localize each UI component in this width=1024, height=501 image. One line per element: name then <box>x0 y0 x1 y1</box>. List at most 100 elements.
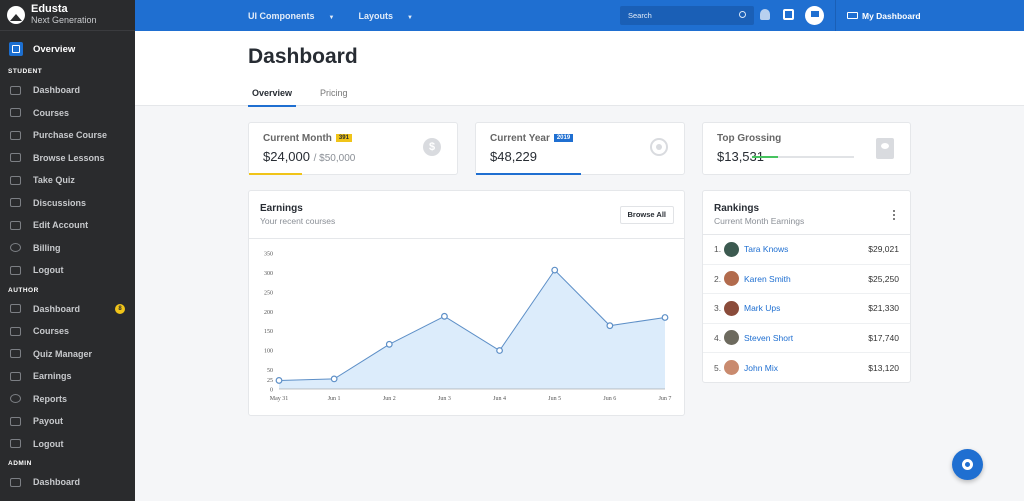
sidebar-item-dashboard[interactable]: Dashboard <box>0 79 135 102</box>
top-grossing-card: Top Grossing $13,531 <box>702 122 911 175</box>
data-point <box>606 322 614 330</box>
current-month-card: Current Month 391 $24,000 / $50,000 $ <box>248 122 458 175</box>
logout-icon <box>10 439 21 449</box>
more-vertical-icon[interactable] <box>893 210 895 220</box>
ranking-name-link[interactable]: John Mix <box>744 362 779 373</box>
x-tick-label: Jun 6 <box>603 396 616 402</box>
logout-icon <box>10 265 21 275</box>
tab-pricing[interactable]: Pricing <box>320 88 348 98</box>
avatar[interactable] <box>724 360 739 376</box>
top-bar: UI Components ▼ Layouts ▼ Search My Dashbo… <box>135 0 1024 31</box>
sidebar-item-browse-lessons[interactable]: Browse Lessons <box>0 147 135 170</box>
sidebar-item-label: Courses <box>33 326 70 337</box>
sidebar-item-label: Take Quiz <box>33 175 75 186</box>
stat-target: / $50,000 <box>313 153 356 164</box>
notification-badge: 8 <box>115 303 125 314</box>
tabs: Overview Pricing <box>248 88 372 107</box>
ranking-row: 5. John Mix $13,120 <box>703 353 910 383</box>
sidebar-item-take-quiz[interactable]: Take Quiz <box>0 169 135 192</box>
cart-icon <box>10 130 21 140</box>
rank-number: 2. <box>714 273 722 284</box>
gear-icon <box>10 220 21 230</box>
ranking-name-link[interactable]: Mark Ups <box>744 303 781 314</box>
ranking-row: 1. Tara Knows $29,021 <box>703 235 910 265</box>
x-tick-label: Jun 7 <box>659 396 672 402</box>
brand-subtitle: Next Generation <box>31 15 97 25</box>
stat-label: Top Grossing <box>717 133 782 144</box>
overview-icon <box>9 42 23 56</box>
section-student: STUDENT <box>8 68 43 75</box>
avatar[interactable] <box>724 241 739 257</box>
payout-icon <box>10 416 21 426</box>
search-input[interactable]: Search <box>620 6 754 25</box>
x-tick-label: Jun 2 <box>383 396 396 402</box>
dashboard-icon <box>10 304 21 314</box>
sidebar-item-logout[interactable]: Logout <box>0 433 135 456</box>
y-tick-label: 25 <box>267 378 273 384</box>
y-tick-label: 300 <box>264 271 273 277</box>
sidebar-item-dashboard[interactable]: Dashboard <box>0 471 135 494</box>
sidebar-item-logout[interactable]: Logout <box>0 259 135 282</box>
sidebar-item-label: Dashboard <box>33 85 81 96</box>
section-admin: ADMIN <box>8 460 32 467</box>
month-accent-bar <box>249 173 302 175</box>
sidebar-item-dashboard[interactable]: Dashboard 8 <box>0 298 135 321</box>
count-tag: 391 <box>335 134 352 143</box>
avatar[interactable] <box>724 330 739 346</box>
ranking-name-link[interactable]: Tara Knows <box>744 244 789 255</box>
sidebar-item-label: Quiz Manager <box>33 348 93 359</box>
bell-icon[interactable] <box>760 9 770 20</box>
stat-value: $24,000 <box>263 149 310 164</box>
x-tick-label: May 31 <box>270 396 289 402</box>
sidebar-item-purchase-course[interactable]: Purchase Course <box>0 124 135 147</box>
stat-value: $13,531 <box>717 149 764 164</box>
my-dashboard-link[interactable]: My Dashboard <box>847 0 921 31</box>
sidebar-item-billing[interactable]: Billing <box>0 237 135 260</box>
stat-label: Current Month <box>263 133 332 144</box>
browse-all-button[interactable]: Browse All <box>619 206 674 224</box>
sidebar-item-courses[interactable]: Courses <box>0 320 135 343</box>
rank-number: 1. <box>714 244 722 255</box>
avatar[interactable] <box>724 271 739 287</box>
calendar-icon[interactable] <box>783 9 794 20</box>
avatar[interactable] <box>724 300 739 316</box>
ranking-amount: $21,330 <box>868 303 899 314</box>
current-year-card: Current Year 2019 $48,229 <box>475 122 685 175</box>
ranking-name-link[interactable]: Karen Smith <box>744 273 791 284</box>
ui-components-menu[interactable]: UI Components ▼ <box>248 10 335 21</box>
page-header: Dashboard Overview Pricing <box>135 31 1024 107</box>
brand[interactable]: Edusta Next Generation <box>0 0 135 31</box>
ranking-name-link[interactable]: Steven Short <box>744 332 794 343</box>
settings-fab-button[interactable] <box>952 449 983 480</box>
sidebar-item-label: Discussions <box>33 197 87 208</box>
sidebar-item-reports[interactable]: Reports <box>0 388 135 411</box>
dashboard-icon <box>10 477 21 487</box>
sidebar-item-quiz-manager[interactable]: Quiz Manager <box>0 343 135 366</box>
sidebar-item-overview[interactable]: Overview <box>0 31 135 67</box>
sidebar-item-discussions[interactable]: Discussions <box>0 192 135 215</box>
flag-icon[interactable] <box>805 6 824 25</box>
rank-number: 3. <box>714 303 722 314</box>
sidebar-item-courses[interactable]: Courses <box>0 102 135 125</box>
y-tick-label: 350 <box>264 252 273 258</box>
ranking-amount: $17,740 <box>868 332 899 343</box>
ranking-row: 2. Karen Smith $25,250 <box>703 265 910 294</box>
search-icon[interactable] <box>739 11 746 18</box>
panel-title: Rankings <box>714 203 760 214</box>
sidebar-item-label: Courses <box>33 107 70 118</box>
contact-icon <box>876 138 894 159</box>
section-author: AUTHOR <box>8 286 39 294</box>
x-tick-label: Jun 5 <box>548 396 561 402</box>
rank-number: 5. <box>714 362 722 373</box>
layouts-menu[interactable]: Layouts ▼ <box>358 10 413 21</box>
panel-subtitle: Your recent courses <box>260 216 336 226</box>
chat-icon <box>10 198 21 208</box>
sidebar-item-payout[interactable]: Payout <box>0 410 135 433</box>
year-tag: 2019 <box>553 134 574 143</box>
earnings-panel: Earnings Your recent courses Browse All … <box>248 190 685 416</box>
sidebar-item-edit-account[interactable]: Edit Account <box>0 214 135 237</box>
tab-overview[interactable]: Overview <box>248 88 297 107</box>
x-tick-label: Jun 1 <box>328 396 341 402</box>
brand-name: Edusta <box>31 3 68 15</box>
sidebar-item-earnings[interactable]: Earnings <box>0 365 135 388</box>
